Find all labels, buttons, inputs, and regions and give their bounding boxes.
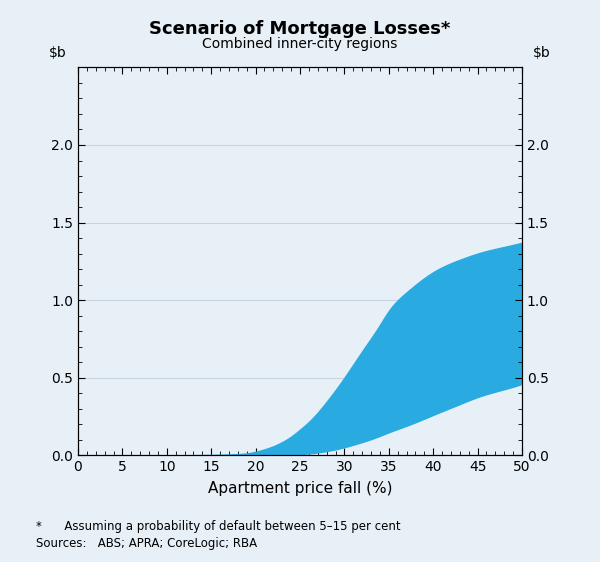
X-axis label: Apartment price fall (%): Apartment price fall (%) — [208, 481, 392, 496]
Text: *      Assuming a probability of default between 5–15 per cent: * Assuming a probability of default betw… — [36, 520, 401, 533]
Text: $b: $b — [49, 46, 67, 60]
Text: Scenario of Mortgage Losses*: Scenario of Mortgage Losses* — [149, 20, 451, 38]
Text: Combined inner-city regions: Combined inner-city regions — [202, 37, 398, 51]
Text: Sources:   ABS; APRA; CoreLogic; RBA: Sources: ABS; APRA; CoreLogic; RBA — [36, 537, 257, 550]
Text: $b: $b — [533, 46, 551, 60]
